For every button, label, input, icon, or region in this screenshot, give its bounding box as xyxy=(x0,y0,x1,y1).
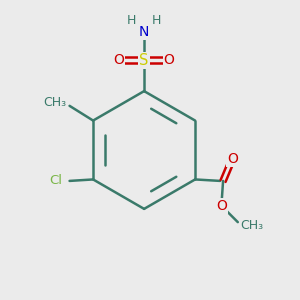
Text: H: H xyxy=(127,14,136,27)
Text: CH₃: CH₃ xyxy=(44,96,67,110)
Text: O: O xyxy=(216,199,227,213)
Text: O: O xyxy=(227,152,238,166)
Text: Cl: Cl xyxy=(49,174,62,188)
Text: S: S xyxy=(140,53,149,68)
Text: O: O xyxy=(114,53,124,67)
Text: H: H xyxy=(152,14,161,27)
Text: N: N xyxy=(139,25,149,39)
Text: CH₃: CH₃ xyxy=(241,219,264,232)
Text: O: O xyxy=(164,53,175,67)
